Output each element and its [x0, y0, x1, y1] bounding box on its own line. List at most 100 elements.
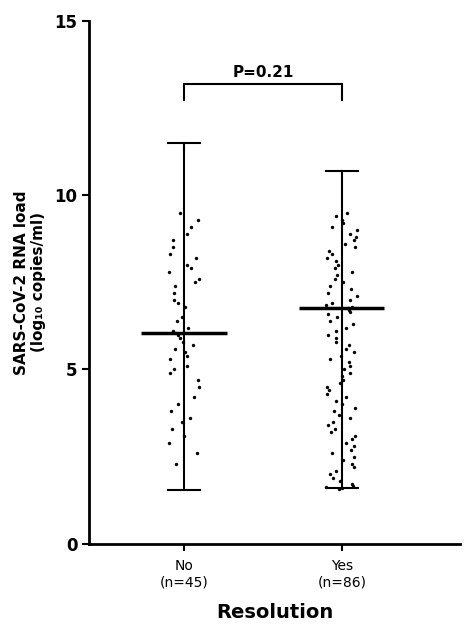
Point	[342, 392, 350, 403]
Point	[338, 483, 346, 493]
Point	[324, 253, 331, 263]
Point	[326, 315, 334, 326]
Point	[165, 438, 173, 448]
Point	[183, 259, 191, 270]
Point	[336, 483, 343, 494]
Point	[346, 307, 354, 317]
Point	[335, 410, 343, 420]
Point	[324, 329, 332, 340]
Point	[345, 340, 353, 350]
Point	[346, 361, 354, 371]
Point	[323, 382, 331, 392]
Point	[350, 347, 358, 357]
Point	[193, 448, 201, 458]
Point	[195, 382, 202, 392]
Point	[326, 469, 333, 479]
Point	[341, 239, 349, 249]
Point	[178, 417, 186, 427]
Point	[173, 459, 180, 469]
Point	[171, 280, 179, 291]
Point	[166, 354, 173, 364]
Point	[346, 413, 354, 424]
Point	[170, 364, 177, 375]
Point	[174, 329, 182, 340]
Point	[168, 424, 176, 434]
Point	[328, 221, 336, 232]
Point	[348, 301, 356, 312]
Point	[183, 228, 191, 238]
Point	[325, 246, 333, 256]
Point	[349, 481, 357, 492]
Point	[170, 294, 178, 305]
Point	[339, 218, 347, 228]
Point	[328, 448, 336, 458]
Point	[330, 406, 337, 417]
Point	[329, 417, 337, 427]
Point	[335, 259, 342, 270]
Point	[336, 378, 343, 389]
Point	[187, 263, 194, 273]
Point	[332, 396, 340, 406]
Point	[169, 235, 177, 245]
Point	[354, 291, 361, 301]
Point	[345, 357, 352, 368]
Point	[169, 326, 176, 336]
Point	[351, 403, 358, 413]
Point	[189, 340, 197, 350]
Point	[348, 266, 356, 277]
Point	[347, 284, 355, 294]
Point	[342, 343, 350, 354]
Point	[181, 347, 188, 357]
Point	[170, 287, 178, 298]
Point	[325, 287, 332, 298]
Point	[334, 312, 341, 322]
Point	[190, 392, 198, 403]
Point	[340, 364, 347, 375]
Point	[345, 303, 352, 314]
Point	[329, 473, 337, 483]
Point	[194, 214, 202, 225]
Point	[176, 207, 184, 218]
Point	[352, 431, 359, 441]
Point	[169, 242, 177, 252]
Point	[166, 368, 174, 378]
Point	[174, 399, 182, 410]
Point	[350, 235, 358, 245]
Point	[346, 228, 354, 238]
Point	[353, 225, 360, 235]
Point	[343, 207, 351, 218]
Point	[171, 343, 178, 354]
Point	[348, 480, 356, 490]
Point	[195, 273, 203, 284]
Point	[339, 375, 346, 385]
Point	[349, 319, 357, 329]
Point	[331, 424, 339, 434]
Point	[331, 263, 338, 273]
Point	[345, 305, 353, 315]
Point	[339, 455, 347, 465]
Point	[338, 371, 346, 382]
Point	[188, 221, 195, 232]
Point	[325, 420, 332, 431]
Point	[168, 406, 175, 417]
Point	[328, 298, 336, 308]
Point	[181, 301, 189, 312]
Point	[332, 466, 340, 476]
Point	[327, 280, 334, 291]
Point	[351, 242, 359, 252]
Point	[350, 462, 358, 472]
Point	[342, 438, 350, 448]
X-axis label: Resolution: Resolution	[216, 603, 333, 622]
Point	[328, 249, 336, 259]
Point	[337, 350, 345, 361]
Point	[191, 277, 198, 287]
Point	[176, 333, 183, 343]
Point	[342, 322, 349, 333]
Point	[346, 368, 354, 378]
Y-axis label: SARS-CoV-2 RNA load
(log₁₀ copies/ml): SARS-CoV-2 RNA load (log₁₀ copies/ml)	[14, 190, 46, 375]
Point	[338, 399, 346, 410]
Point	[179, 336, 186, 347]
Point	[352, 232, 359, 242]
Point	[347, 445, 355, 455]
Point	[174, 298, 182, 308]
